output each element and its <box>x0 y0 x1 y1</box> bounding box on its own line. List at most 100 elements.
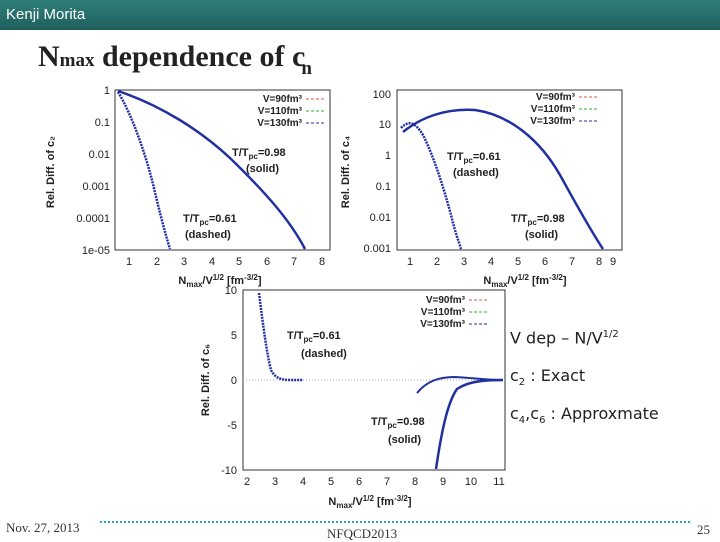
c4-ytick: 0.1 <box>376 181 391 193</box>
c6-annot-dashed-2: (dashed) <box>301 348 347 360</box>
c4-ytick: 10 <box>379 119 391 131</box>
c2-annot-dashed-2: (dashed) <box>185 229 231 241</box>
c2-ytick: 0.0001 <box>76 213 110 225</box>
c4-annot-dashed: T/Tpc=0.61 <box>447 151 501 165</box>
c2-annot-solid: T/Tpc=0.98 <box>232 147 286 161</box>
c6-xtick: 2 <box>244 476 250 488</box>
chart-c2-annotations: T/Tpc=0.98 (solid) T/Tpc=0.61 (dashed) <box>183 147 286 241</box>
c4-legend-v130: V=130fm³ <box>530 116 575 127</box>
chart-c4-annotations: T/Tpc=0.61 (dashed) T/Tpc=0.98 (solid) <box>447 151 565 241</box>
c4-annot-dashed-2: (dashed) <box>453 167 499 179</box>
c2-ytick: 0.001 <box>82 181 110 193</box>
c6-xtick: 4 <box>300 476 306 488</box>
c4-legend-v90: V=90fm³ <box>536 92 576 103</box>
c2-ytick: 0.01 <box>89 149 110 161</box>
side-notes: V dep – N/V1/2 c2 : Exact c4,c6 : Approx… <box>510 330 659 444</box>
c6-annot-dashed: T/Tpc=0.61 <box>287 330 341 344</box>
chart-c4-xticks: 1 2 3 4 5 6 7 8 9 <box>407 256 616 268</box>
c6-xtick: 5 <box>328 476 334 488</box>
c2-curve-dashed <box>116 91 172 250</box>
c4-ytick: 100 <box>373 89 391 101</box>
c4-ytick: 1 <box>385 150 391 162</box>
c4-xtick: 4 <box>488 256 494 268</box>
c4-curve-dashed <box>400 122 463 250</box>
chart-c2-ylabel: Rel. Diff. of c₂ <box>45 136 57 208</box>
chart-c2-frame <box>114 89 331 251</box>
c6-ytick: -5 <box>227 420 237 432</box>
note-c2-sub: 2 <box>518 377 526 389</box>
c6-legend-v130: V=130fm³ <box>420 319 465 330</box>
c4-ytick: 0.01 <box>370 212 391 224</box>
c6-curve-solid-lower <box>434 378 504 470</box>
note-c2-c: c <box>510 366 519 385</box>
c4-xtick: 2 <box>434 256 440 268</box>
c6-xtick: 11 <box>493 476 504 488</box>
chart-c6-annotations: T/Tpc=0.61 (dashed) T/Tpc=0.98 (solid) <box>287 330 425 446</box>
c2-legend-v110: V=110fm³ <box>258 106 303 117</box>
c4-annot-solid: T/Tpc=0.98 <box>511 213 565 227</box>
c6-xtick: 8 <box>412 476 418 488</box>
c2-xtick: 7 <box>291 256 297 268</box>
chart-c4-frame <box>396 89 623 251</box>
c6-annot-solid-2: (solid) <box>388 434 421 446</box>
c4-xtick: 3 <box>461 256 467 268</box>
c6-xtick: 6 <box>356 476 362 488</box>
c2-ytick: 1e-05 <box>82 245 110 257</box>
chart-c6-xticks: 2 3 4 5 6 7 8 9 10 11 <box>244 476 505 488</box>
title-part-1: N <box>38 40 60 73</box>
c2-curve-solid <box>117 89 307 250</box>
c2-xtick: 6 <box>264 256 270 268</box>
c2-annot-solid-2: (solid) <box>246 163 279 175</box>
c2-ytick: 0.1 <box>95 117 110 129</box>
title-part-2: dependence of c <box>94 40 306 73</box>
chart-c2-yticks: 1 0.1 0.01 0.001 0.0001 1e-05 <box>76 85 110 257</box>
note-v-dependence: V dep – N/V1/2 <box>510 330 659 368</box>
c2-legend-v130: V=130fm³ <box>257 118 302 129</box>
c6-ytick: 0 <box>231 375 237 387</box>
chart-c6-ylabel: Rel. Diff. of c₆ <box>200 344 212 416</box>
note-c2-rest: : Exact <box>525 366 586 385</box>
c4-xtick: 9 <box>610 256 616 268</box>
note-v-dependence-text: V dep – N/V <box>510 328 603 348</box>
chart-c4-yticks: 100 10 1 0.1 0.01 0.001 <box>363 89 391 255</box>
c6-ytick: 10 <box>225 285 237 297</box>
footer-conference: NFQCD2013 <box>327 526 398 541</box>
note-c4-sub: 4 <box>518 415 526 427</box>
note-c2-exact: c2 : Exact <box>510 368 659 406</box>
c4-xtick: 7 <box>569 256 575 268</box>
c2-xtick: 3 <box>181 256 187 268</box>
c2-xtick: 1 <box>126 256 132 268</box>
note-c6-sub: 6 <box>539 415 546 427</box>
c4-curve-solid <box>402 108 605 250</box>
c6-xtick: 10 <box>465 476 477 488</box>
chart-c4-legend: V=90fm³ V=110fm³ V=130fm³ <box>530 92 597 127</box>
note-approx-rest: : Approxmate <box>545 404 659 423</box>
page-number: 25 <box>697 522 710 537</box>
c6-ytick: -10 <box>221 465 237 477</box>
c6-xtick: 7 <box>384 476 390 488</box>
c6-legend-v90: V=90fm³ <box>426 295 466 306</box>
c2-ytick: 1 <box>104 85 110 97</box>
header-bar <box>0 0 720 30</box>
c6-xtick: 9 <box>440 476 446 488</box>
c2-xtick: 5 <box>236 256 242 268</box>
note-v-dependence-sup: 1/2 <box>602 329 619 340</box>
c4-xtick: 5 <box>515 256 521 268</box>
c6-curve-dashed <box>257 292 303 382</box>
note-c4-c6-approx: c4,c6 : Approxmate <box>510 406 659 444</box>
c2-xtick: 8 <box>319 256 325 268</box>
chart-c6: Rel. Diff. of c₆ 10 5 0 -5 -10 2 3 4 5 6… <box>200 285 506 510</box>
c4-xtick: 8 <box>596 256 602 268</box>
c2-xtick: 2 <box>154 256 160 268</box>
footer-divider <box>100 521 690 523</box>
chart-c6-xlabel: Nmax/V1/2 [fm-3/2] <box>328 494 411 510</box>
note-c4-c: c <box>510 404 519 423</box>
c2-xtick: 4 <box>209 256 215 268</box>
c2-annot-dashed: T/Tpc=0.61 <box>183 213 237 227</box>
title-sub-2: n <box>301 58 312 79</box>
c4-ytick: 0.001 <box>363 243 391 255</box>
slide-title: Nmax dependence of cn <box>38 40 312 80</box>
chart-c2-legend: V=90fm³ V=110fm³ V=130fm³ <box>257 94 324 129</box>
note-c6-c: ,c <box>525 404 540 423</box>
c4-xtick: 6 <box>542 256 548 268</box>
